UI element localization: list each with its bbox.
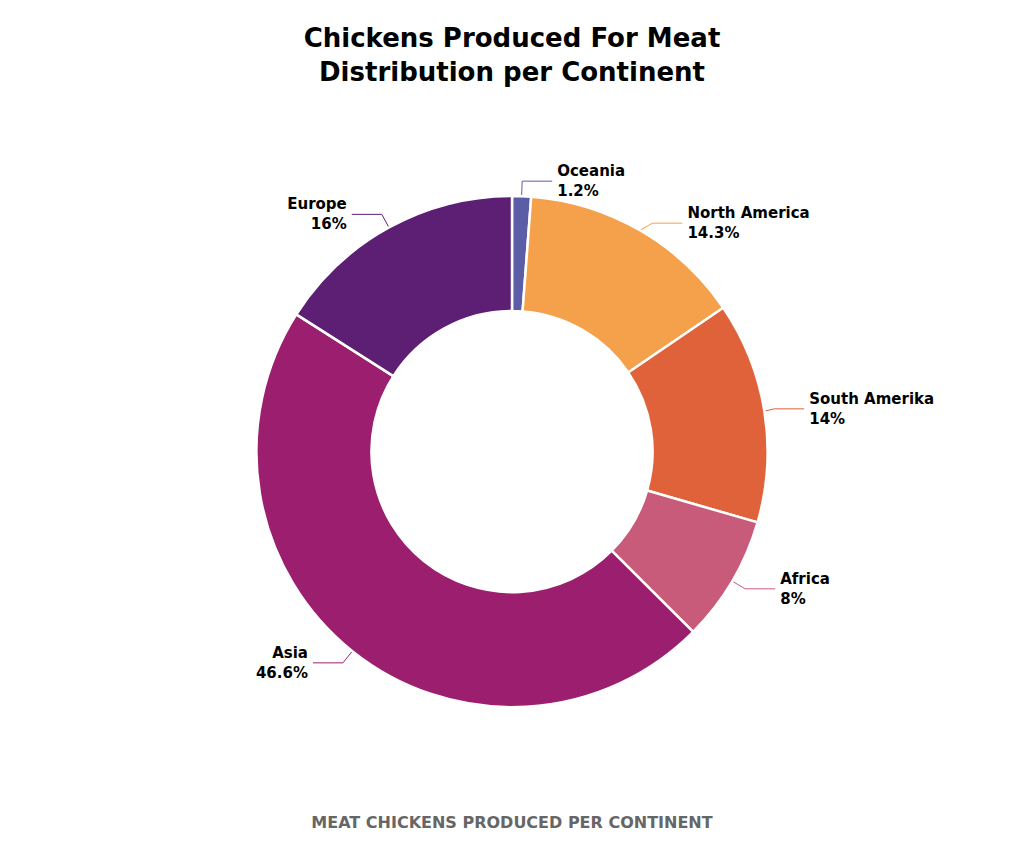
svg-text:1.2%: 1.2%	[557, 182, 599, 200]
svg-text:16%: 16%	[311, 215, 347, 233]
svg-text:Oceania: Oceania	[557, 162, 625, 180]
svg-text:14.3%: 14.3%	[687, 224, 739, 242]
svg-text:8%: 8%	[780, 590, 805, 608]
svg-text:MEAT CHICKENS PRODUCED PER CON: MEAT CHICKENS PRODUCED PER CONTINENT	[311, 813, 712, 832]
svg-text:Europe: Europe	[287, 195, 347, 213]
svg-text:46.6%: 46.6%	[256, 664, 308, 682]
svg-text:14%: 14%	[809, 410, 845, 428]
svg-text:Africa: Africa	[780, 570, 830, 588]
svg-text:Asia: Asia	[272, 644, 308, 662]
svg-text:Chickens Produced For Meat: Chickens Produced For Meat	[304, 23, 721, 53]
svg-text:North America: North America	[687, 204, 809, 222]
svg-text:Distribution per Continent: Distribution per Continent	[319, 57, 705, 87]
svg-text:South Amerika: South Amerika	[809, 390, 934, 408]
